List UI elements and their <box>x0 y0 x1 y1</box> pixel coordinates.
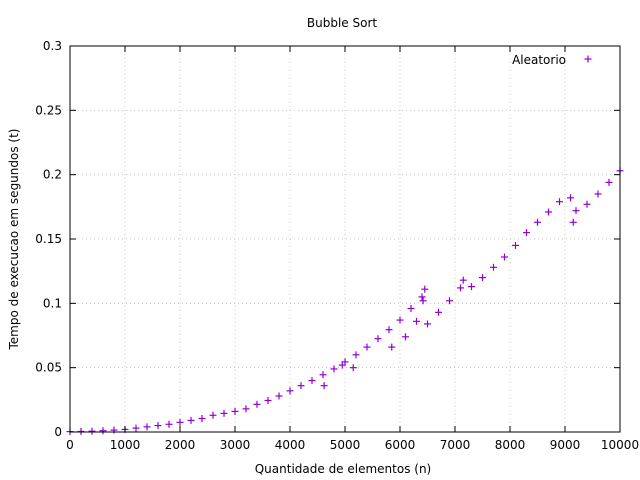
data-point <box>165 420 173 428</box>
data-point <box>534 218 541 226</box>
data-point <box>77 427 85 435</box>
y-tick-label: 0.3 <box>43 39 62 53</box>
data-point <box>187 416 195 424</box>
y-tick-label: 0.2 <box>43 168 62 182</box>
x-tick-label: 4000 <box>275 438 306 452</box>
data-point <box>330 365 338 373</box>
series-aleatorio <box>66 167 624 436</box>
data-point <box>231 407 239 415</box>
x-tick-label: 1000 <box>110 438 141 452</box>
x-tick-label: 8000 <box>495 438 526 452</box>
data-point <box>352 351 360 359</box>
data-point <box>88 427 96 435</box>
data-point <box>253 400 261 408</box>
data-point <box>363 343 371 351</box>
x-tick-label: 3000 <box>220 438 251 452</box>
y-tick-label: 0.25 <box>35 103 62 117</box>
data-point <box>567 194 574 202</box>
data-point <box>419 297 427 305</box>
x-axis-title: Quantidade de elementos (n) <box>255 462 432 476</box>
y-tick-label: 0.15 <box>35 232 62 246</box>
data-point <box>501 253 508 261</box>
axis-ticks: 0 1000 2000 3000 4000 5000 6000 7000 8000 9000 100… <box>35 39 639 452</box>
data-point <box>154 422 162 430</box>
data-point <box>418 293 426 301</box>
data-point <box>512 241 519 249</box>
data-point <box>457 284 464 292</box>
legend-marker-plus <box>584 55 592 63</box>
x-tick-label: 7000 <box>440 438 471 452</box>
chart-title: Bubble Sort <box>307 16 377 30</box>
legend-marker-aleatorio <box>584 55 592 63</box>
data-point <box>413 317 420 325</box>
x-tick-label: 10000 <box>601 438 639 452</box>
data-point <box>297 382 305 390</box>
data-point <box>523 229 530 237</box>
grid <box>70 46 620 432</box>
x-tick-label: 5000 <box>330 438 361 452</box>
data-point <box>490 263 497 271</box>
x-tick-label: 9000 <box>550 438 581 452</box>
data-point <box>209 411 217 419</box>
data-point <box>320 382 328 390</box>
data-point <box>435 308 442 316</box>
data-point <box>338 361 346 369</box>
data-point <box>407 304 415 312</box>
x-tick-label: 0 <box>66 438 74 452</box>
y-tick-label: 0.05 <box>35 361 62 375</box>
data-point <box>286 387 294 395</box>
data-point <box>349 364 357 372</box>
data-point <box>545 208 552 216</box>
data-point <box>99 427 107 435</box>
data-point <box>388 343 396 351</box>
data-point <box>385 326 393 334</box>
data-point <box>143 423 151 431</box>
data-point <box>572 207 580 215</box>
data-point <box>569 218 577 226</box>
y-tick-label: 0 <box>54 425 62 439</box>
data-point <box>264 396 272 404</box>
data-point <box>198 414 206 422</box>
data-point <box>594 190 602 198</box>
data-point <box>242 405 250 413</box>
data-point <box>424 320 431 328</box>
data-point <box>459 276 467 284</box>
data-point <box>396 316 404 324</box>
y-axis-title: Tempo de execucao em segundos (t) <box>7 129 21 351</box>
legend-label-aleatorio: Aleatorio <box>512 53 566 67</box>
data-point <box>275 392 283 400</box>
data-point <box>132 424 140 432</box>
data-point <box>220 409 228 417</box>
data-point <box>556 198 563 206</box>
data-point <box>421 285 429 293</box>
x-tick-label: 2000 <box>165 438 196 452</box>
data-point <box>583 200 591 208</box>
data-point <box>479 274 486 282</box>
data-point <box>319 371 327 379</box>
data-point <box>374 335 382 343</box>
data-point <box>605 178 613 186</box>
legend: Aleatorio <box>512 53 592 67</box>
data-point <box>468 283 475 291</box>
data-point <box>176 418 184 426</box>
data-point <box>402 333 409 341</box>
data-point <box>308 377 316 385</box>
x-tick-label: 6000 <box>385 438 416 452</box>
y-tick-label: 0.1 <box>43 296 62 310</box>
data-point <box>446 297 453 305</box>
